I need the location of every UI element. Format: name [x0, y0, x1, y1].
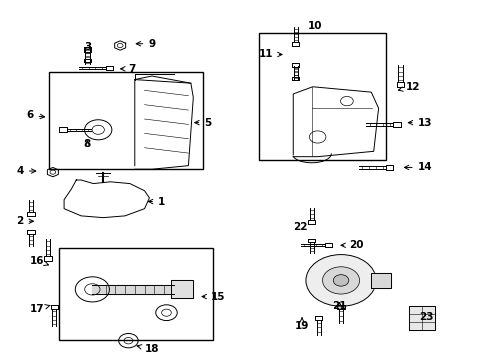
Bar [59, 248, 212, 339]
Text: 9: 9 [136, 39, 155, 49]
Text: 4: 4 [17, 166, 36, 176]
Text: 6: 6 [26, 111, 44, 121]
Text: 14: 14 [404, 162, 431, 172]
Polygon shape [370, 273, 390, 288]
Polygon shape [171, 280, 193, 298]
Text: 8: 8 [84, 139, 91, 149]
Text: 20: 20 [340, 240, 363, 250]
Text: 1: 1 [148, 197, 165, 207]
Circle shape [322, 267, 359, 294]
Text: 18: 18 [137, 344, 159, 354]
Polygon shape [408, 306, 434, 330]
Circle shape [305, 255, 375, 306]
Text: 19: 19 [294, 318, 308, 331]
Text: 7: 7 [121, 64, 136, 74]
Bar [49, 72, 203, 169]
Text: 21: 21 [332, 301, 346, 311]
Text: 5: 5 [194, 118, 211, 128]
Text: 23: 23 [418, 312, 432, 322]
Circle shape [332, 275, 348, 286]
Text: 12: 12 [398, 82, 419, 92]
Text: 13: 13 [407, 118, 431, 128]
Text: 11: 11 [259, 49, 282, 59]
Text: 3: 3 [84, 42, 91, 52]
Bar [259, 33, 385, 160]
Text: 16: 16 [30, 256, 48, 266]
Text: 17: 17 [30, 304, 50, 314]
Text: 10: 10 [307, 21, 322, 31]
Text: 2: 2 [17, 216, 33, 226]
Text: 22: 22 [293, 222, 307, 232]
Text: 15: 15 [202, 292, 224, 302]
